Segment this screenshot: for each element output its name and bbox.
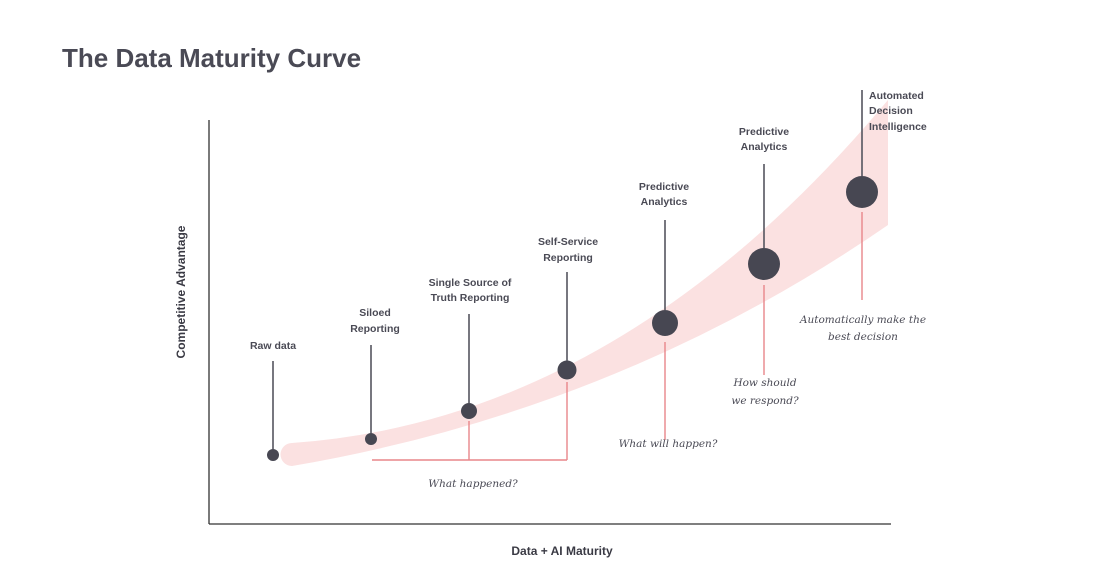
stage-dot <box>846 176 878 208</box>
stage-label: Self-Service <box>538 236 598 248</box>
stage-label: Automated <box>869 90 924 102</box>
stage-label: Analytics <box>641 196 688 208</box>
stage-label: Predictive <box>739 126 789 138</box>
stage-label: Predictive <box>639 181 689 193</box>
annotation-text: What happened? <box>428 478 518 490</box>
x-axis-label: Data + AI Maturity <box>511 544 613 558</box>
page-title: The Data Maturity Curve <box>62 43 362 73</box>
annotation-text: Automatically make the <box>799 314 926 326</box>
stage-label: Truth Reporting <box>431 292 510 304</box>
stage-label: Siloed <box>359 307 391 319</box>
annotation-text: best decision <box>828 331 898 343</box>
stage-dot <box>267 449 279 461</box>
stage-dot <box>652 310 678 336</box>
annotation-text: we respond? <box>731 395 799 407</box>
y-axis-label: Competitive Advantage <box>174 225 188 358</box>
stage-label: Reporting <box>350 323 400 335</box>
stage-label: Single Source of <box>429 277 512 289</box>
stage-label: Reporting <box>543 252 593 264</box>
stage-dot <box>748 248 780 280</box>
stage-label: Decision <box>869 105 913 117</box>
stage-dot <box>365 433 377 445</box>
annotation-text: What will happen? <box>619 438 718 450</box>
maturity-band <box>280 100 888 466</box>
stage-dot <box>557 360 577 380</box>
stage-dot <box>461 403 477 419</box>
stage-label: Intelligence <box>869 121 927 133</box>
stage-label: Analytics <box>741 141 788 153</box>
stage-label: Raw data <box>250 340 296 352</box>
annotation-text: How should <box>732 377 796 389</box>
